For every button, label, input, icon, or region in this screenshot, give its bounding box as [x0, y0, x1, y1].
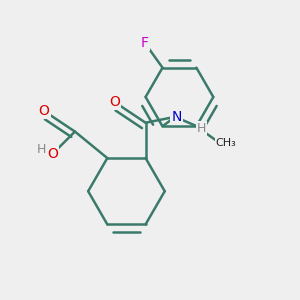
Text: F: F	[141, 36, 149, 50]
Text: O: O	[47, 147, 58, 161]
Text: N: N	[171, 110, 182, 124]
Text: H: H	[197, 122, 206, 135]
Text: H: H	[36, 143, 46, 156]
Text: O: O	[39, 104, 50, 118]
Text: CH₃: CH₃	[215, 137, 236, 148]
Text: O: O	[109, 95, 120, 109]
